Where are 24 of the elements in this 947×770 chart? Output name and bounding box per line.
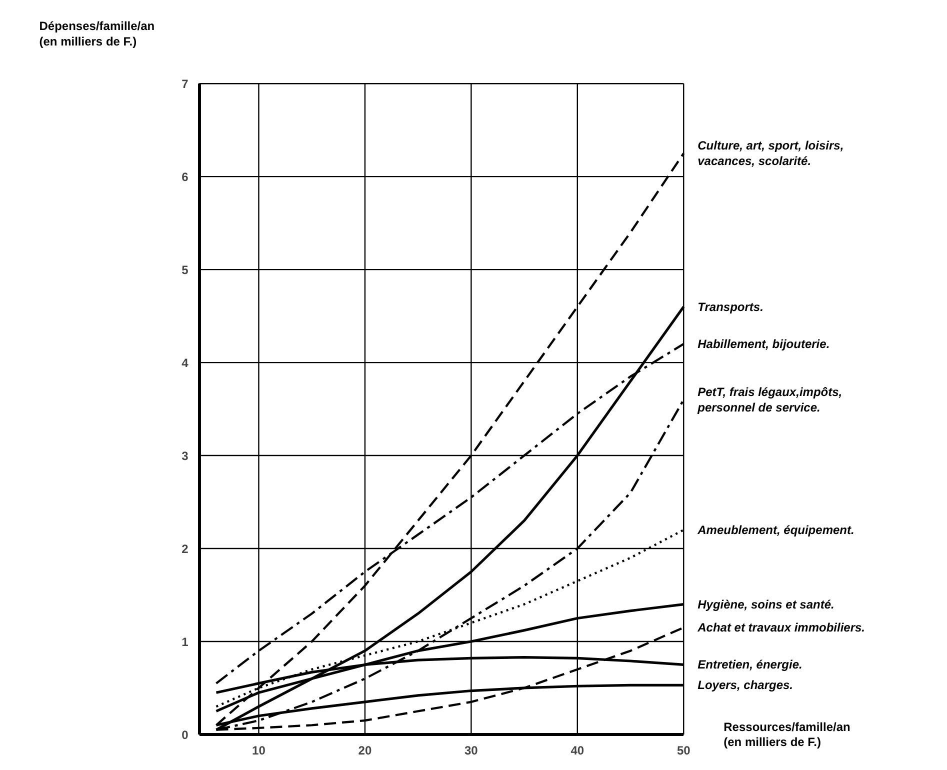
x-tick-label: 50: [676, 743, 691, 758]
x-axis-title: Ressources/famille/an (en milliers de F.): [724, 720, 850, 750]
y-tick-label: 2: [182, 542, 189, 556]
y-tick-label: 1: [182, 634, 189, 649]
x-tick-label: 20: [358, 743, 372, 758]
y-tick-label: 4: [182, 356, 189, 370]
series-label: Hygiène, soins et santé.: [698, 597, 834, 612]
series-label: Habillement, bijouterie.: [698, 336, 830, 351]
series-label: Ameublement, équipement.: [696, 522, 854, 537]
x-tick-label: 10: [252, 743, 266, 758]
series-label: Entretien, énergie.: [698, 658, 802, 672]
y-tick-label: 7: [182, 77, 189, 92]
series-label: Loyers, charges.: [698, 678, 794, 692]
series-label: Transports.: [698, 300, 764, 314]
y-tick-label: 6: [182, 170, 189, 184]
y-tick-label: 5: [182, 263, 189, 278]
y-axis-title: Dépenses/famille/an (en milliers de F.): [39, 18, 155, 48]
y-tick-label: 3: [182, 449, 189, 464]
series-label: Culture, art, sport, loisirs, vacances, scolarité.: [698, 138, 844, 168]
y-tick-label: 0: [182, 728, 189, 742]
x-tick-label: 30: [464, 743, 478, 758]
x-tick-label: 40: [570, 743, 584, 758]
series-label: Achat et travaux immobiliers.: [696, 620, 866, 635]
series-label: PetT, frais légaux,impôts, personnel de service.: [696, 385, 842, 414]
